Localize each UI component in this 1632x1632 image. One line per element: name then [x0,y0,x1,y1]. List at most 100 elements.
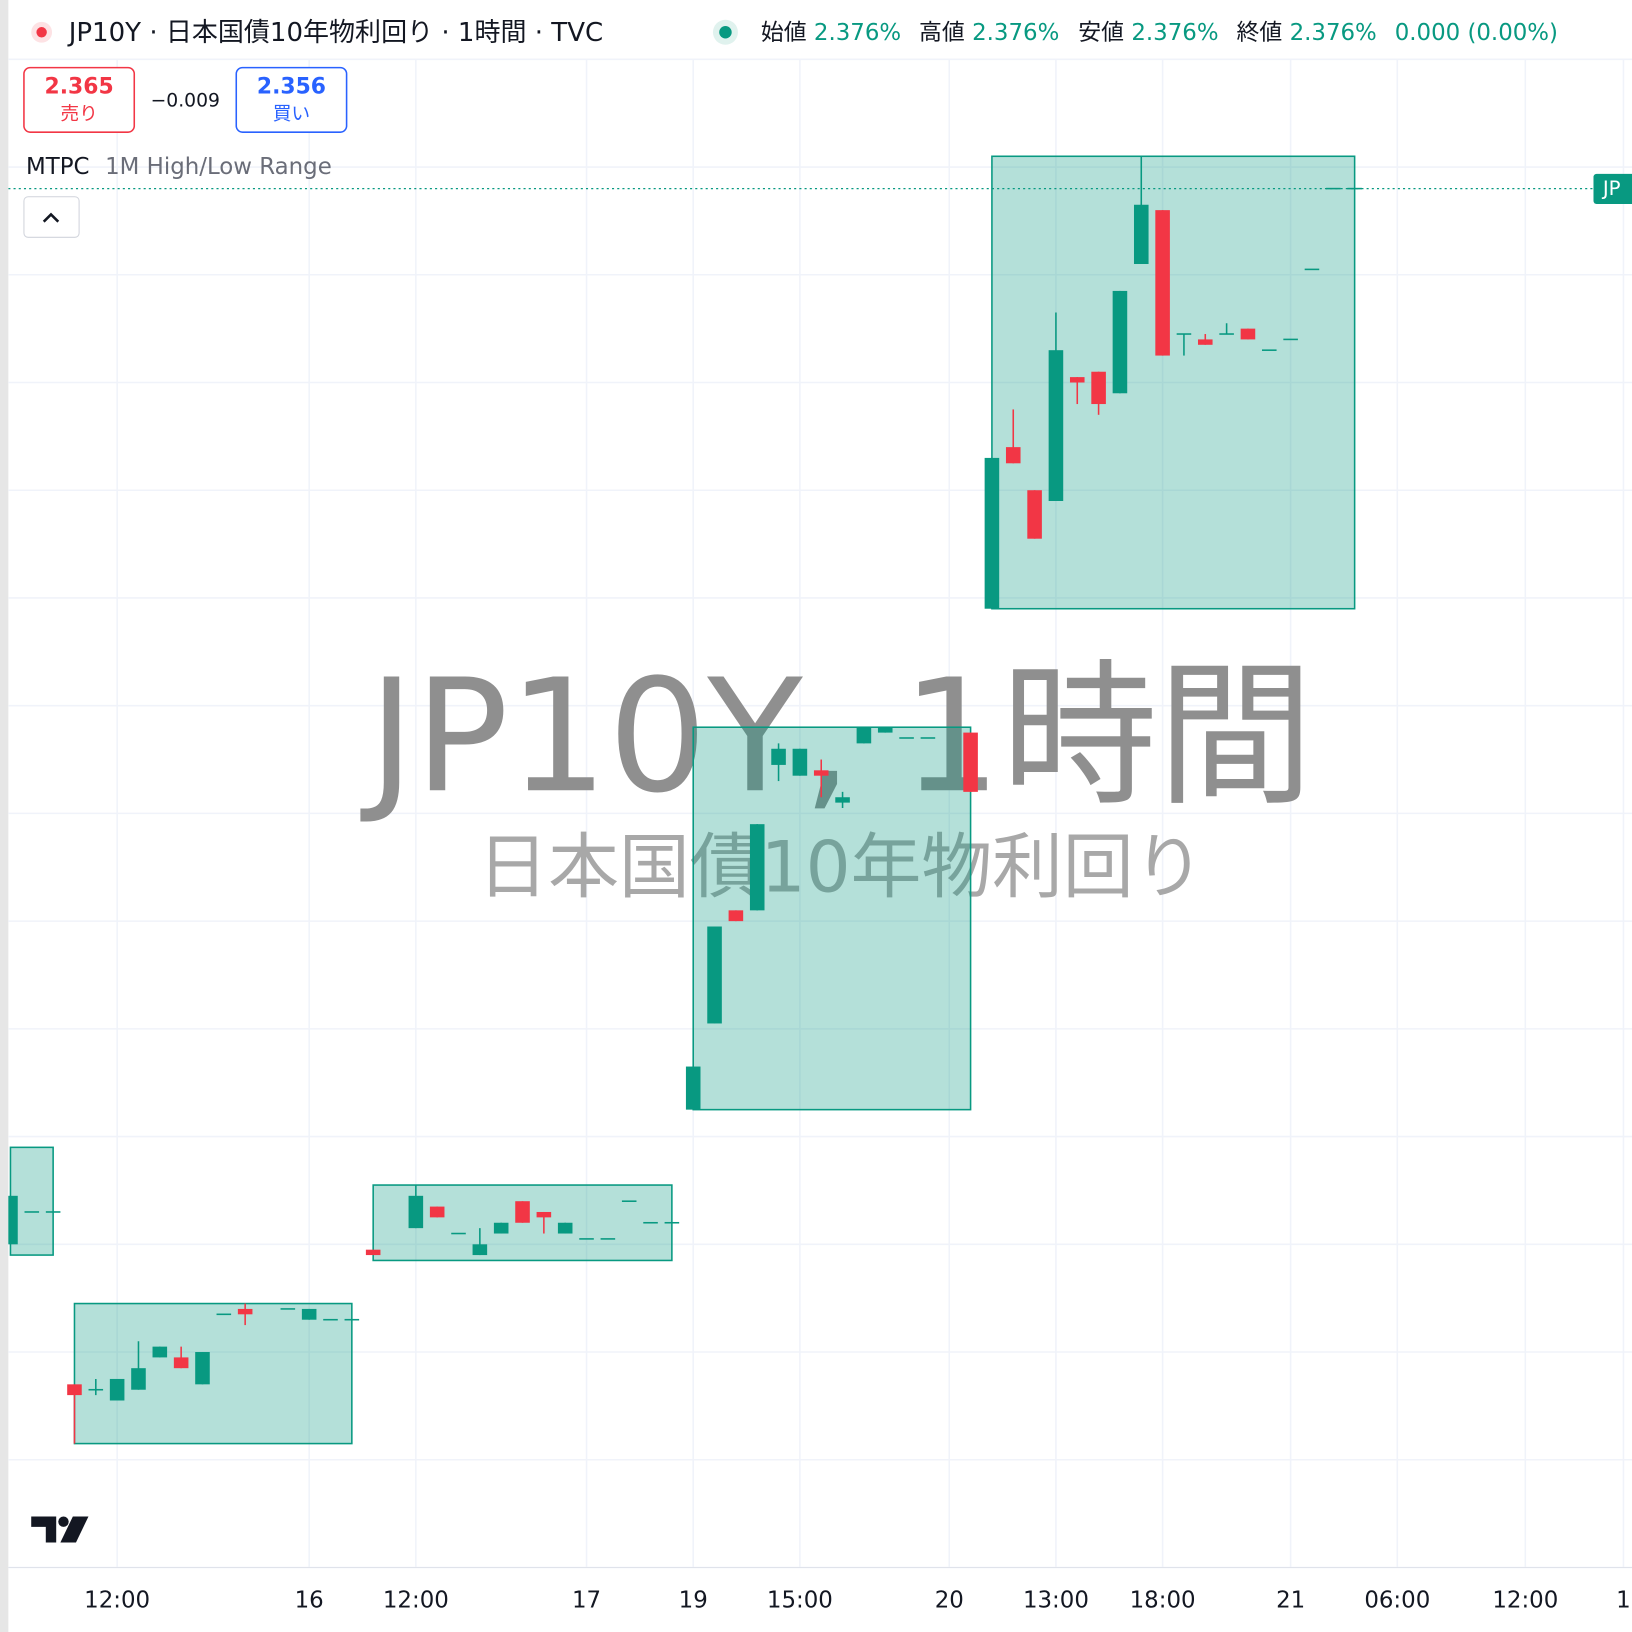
candle [579,1238,594,1240]
candle [152,1346,168,1358]
candle-body [1133,204,1149,265]
candle [365,1249,381,1256]
ohlc-value: 2.376% [1131,20,1218,46]
candle [24,1211,40,1213]
candle [1048,312,1064,501]
candle-body [515,1201,530,1223]
candle [301,1308,317,1320]
candle-body [621,1200,637,1202]
symbol-title[interactable]: JP10Y · 日本国債10年物利回り · 1時間 · TVC [67,18,603,48]
watermark-title: JP10Y, 1時間 [359,645,1313,827]
candle-body [1155,210,1170,356]
candle-body [280,1308,296,1310]
candle [216,1313,232,1316]
logo-part [60,1516,89,1543]
tv-logo [31,1516,89,1543]
candle [1347,187,1362,190]
candle [1326,187,1341,190]
candle [557,1222,573,1234]
candle-body [152,1346,168,1358]
ohlc-value: 2.376% [972,20,1059,46]
candle-body [323,1318,338,1321]
candle [856,727,872,744]
candle [792,748,808,776]
sell-button[interactable] [23,66,136,133]
candle [88,1378,104,1396]
collapse-button[interactable] [23,196,80,238]
ohlc-label: 安値 [1078,20,1124,46]
candle-body [835,797,850,803]
grid [8,58,1632,1569]
candle [323,1318,338,1321]
status-dot [36,27,47,38]
candle [984,457,1000,609]
ohlc-label: 終値 [1236,20,1282,46]
candle-body [899,737,914,739]
candle-body [1069,377,1085,383]
candle [835,791,850,809]
candle-body [963,732,978,792]
x-tick-label: 12:00 [383,1587,449,1613]
candle-body [1326,187,1341,190]
candle-body [771,748,786,765]
candle-body [1347,187,1362,190]
ohlc-legend: 始値 2.376% 高値 2.376% 安値 2.376% 終値 2.376% [761,20,1377,46]
candle [728,910,744,922]
spread: −0.009 [151,90,220,111]
candle [643,1221,658,1224]
candle [493,1222,509,1234]
candle [1005,409,1021,464]
candle-body [1262,349,1277,351]
watermark: JP10Y, 1時間 日本国債10年物利回り [359,645,1313,908]
candle [1176,333,1192,356]
candle [408,1185,424,1229]
indicator-name[interactable]: MTPC [26,154,89,180]
candle-body [1219,333,1234,335]
time-axis: 12:00 16 12:00 17 19 15:00 20 13:00 18:00 21 06:00… [84,1587,1631,1613]
candle [685,1066,701,1110]
candle-body [216,1313,232,1316]
candle [536,1211,552,1234]
ohlc-value: 2.376% [1290,20,1377,46]
candle [877,727,893,733]
candle-body [877,727,893,733]
sell-price: 2.365 [45,74,114,99]
collapse-icon [42,212,60,223]
x-tick-label: 20 [935,1587,964,1613]
candle-body [1283,338,1298,341]
candle-body [1091,371,1106,405]
candle-body [173,1357,189,1369]
candle-body [131,1368,146,1390]
ohlc-label: 高値 [919,20,965,46]
candle-body [1005,447,1021,464]
plot [8,155,1594,1445]
market-dot [719,26,732,39]
candle [451,1232,466,1235]
candle [344,1318,360,1321]
candle-body [1197,339,1213,345]
buy-button[interactable] [235,66,348,133]
candle-body [984,457,1000,609]
ohlc-label: 始値 [761,20,807,46]
candle-body [1048,350,1064,501]
watermark-subtitle: 日本国債10年物利回り [478,826,1205,909]
candle-body [365,1249,381,1256]
candle-body [237,1308,253,1315]
candle-body [67,1384,82,1396]
candle [1240,328,1256,340]
candle-body [579,1238,594,1240]
candle [1027,490,1042,539]
candle-body [707,926,722,1024]
range-box [73,1302,353,1445]
price-tag-label: JP [1601,177,1621,200]
candle [472,1228,488,1256]
candle [109,1378,125,1401]
candle-body [536,1211,552,1218]
x-tick-label: 13:00 [1023,1587,1089,1613]
candle [707,926,722,1024]
candle [621,1200,637,1202]
candle-body [664,1221,680,1224]
candle [67,1384,82,1444]
candle-body [301,1308,317,1320]
